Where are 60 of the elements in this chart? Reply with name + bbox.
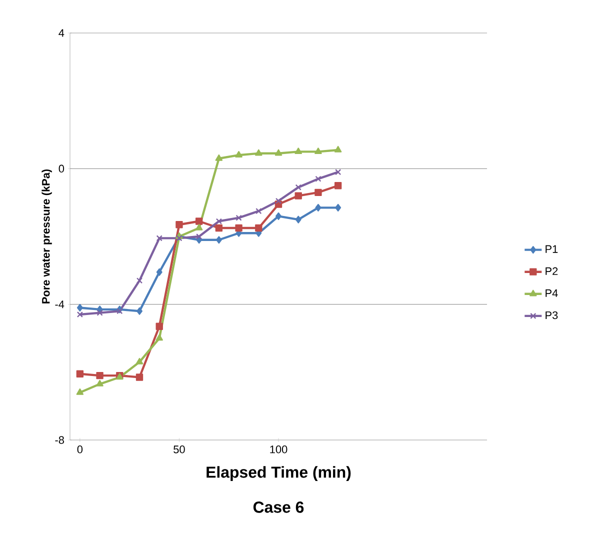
point (235, 224, 242, 232)
point (176, 235, 182, 242)
point (96, 310, 103, 316)
point (256, 208, 262, 214)
point (76, 311, 83, 318)
point (176, 221, 183, 228)
point (235, 151, 242, 158)
x-tick-label: 0 (77, 446, 83, 454)
point (295, 216, 302, 224)
point (215, 154, 223, 161)
point (236, 214, 242, 221)
x-axis-title: Elapsed Time (min) (206, 466, 351, 481)
point (76, 370, 84, 378)
x-tick-label: 50 (174, 446, 185, 454)
legend-label: P3 (546, 311, 558, 320)
point (315, 176, 322, 182)
point (216, 218, 222, 224)
legend-label: P1 (546, 245, 558, 253)
point (136, 278, 143, 284)
y-axis-title: Pore water pressure (kPa) (42, 169, 52, 304)
point (294, 148, 302, 154)
point (334, 182, 342, 190)
y-tick-label: -8 (55, 436, 64, 444)
point (195, 218, 203, 225)
point (215, 224, 223, 232)
point (314, 148, 322, 154)
point (196, 233, 202, 240)
point (274, 149, 282, 156)
legend-label: P4 (546, 289, 558, 297)
legend-label: P2 (546, 267, 558, 275)
point (295, 184, 302, 190)
point (255, 224, 262, 232)
point (335, 204, 342, 212)
point (275, 198, 282, 204)
y-tick-label: -4 (55, 300, 64, 308)
point (156, 322, 163, 330)
point (315, 204, 322, 212)
point (116, 308, 123, 314)
point (156, 235, 162, 242)
x-tick-label: 100 (270, 446, 288, 454)
text: Case 6 (253, 502, 304, 513)
point (276, 212, 282, 220)
point (96, 380, 104, 386)
point (136, 358, 144, 364)
point (334, 146, 342, 152)
point (136, 374, 144, 381)
point (76, 388, 84, 395)
point (156, 334, 163, 341)
point (216, 236, 222, 244)
point (136, 307, 142, 315)
point (294, 192, 302, 200)
point (255, 149, 262, 156)
point (314, 188, 322, 196)
point (195, 224, 203, 230)
y-tick-label: 0 (58, 164, 64, 173)
point (156, 268, 162, 276)
point (335, 168, 342, 176)
point (76, 304, 83, 312)
y-tick-label: 4 (58, 29, 64, 37)
point (96, 372, 104, 380)
